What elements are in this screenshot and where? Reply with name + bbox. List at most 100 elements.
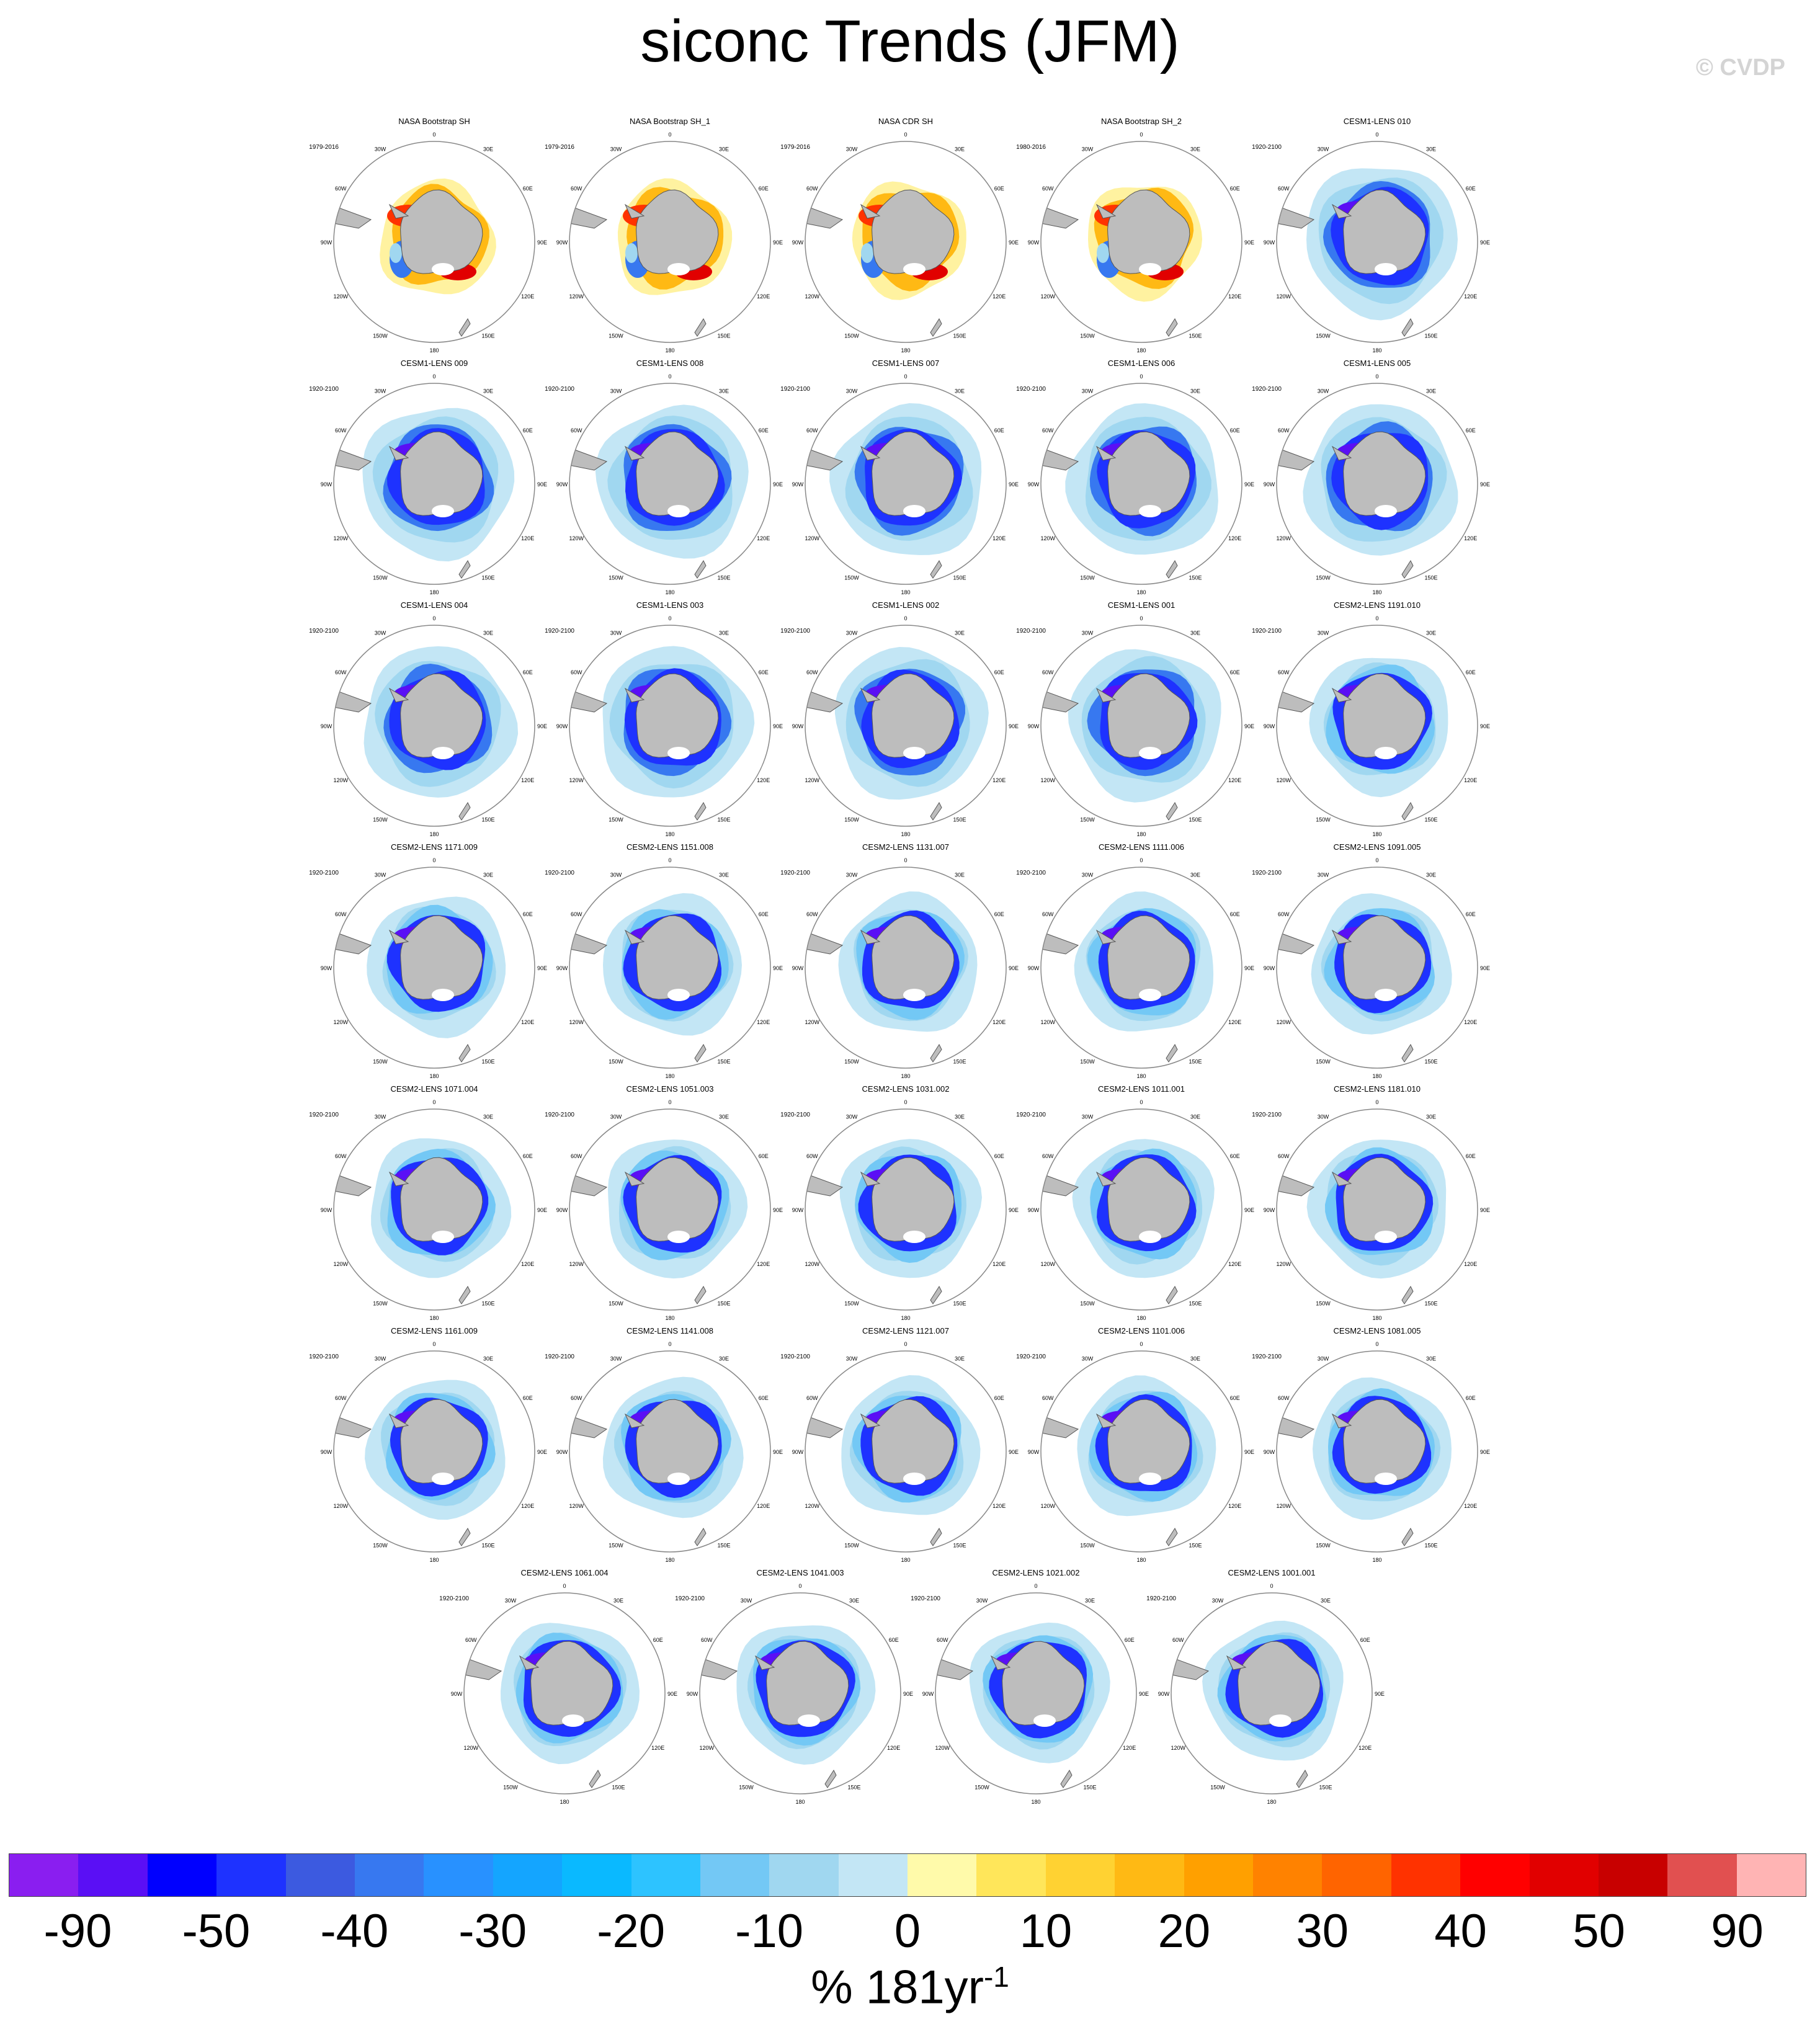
longitude-label: 150W [1316, 1059, 1331, 1065]
map-panel: NASA Bootstrap SH 1979-2016 0 30E 60E 90E 120E… [309, 117, 547, 354]
longitude-label: 90W [1264, 723, 1275, 729]
map-panel: CESM2-LENS 1191.010 1920-2100 0 30E 60E 90E 12… [1252, 600, 1490, 837]
colorbar-tick-label: 50 [1572, 1905, 1625, 1958]
longitude-label: 0 [1375, 373, 1378, 380]
longitude-label: 60W [1042, 427, 1054, 434]
panel-period: 1920-2100 [545, 870, 574, 876]
map-panel: CESM2-LENS 1011.001 1920-2100 0 30E 60E 90E 12… [1016, 1084, 1254, 1321]
antarctic-peninsula [388, 687, 409, 703]
longitude-label: 150W [609, 1301, 623, 1307]
longitude-label: 90E [537, 723, 547, 729]
longitude-label: 60E [1230, 427, 1240, 434]
colorbar-swatch [1667, 1854, 1737, 1896]
colorbar-swatch [631, 1854, 700, 1896]
antarctic-peninsula [1331, 687, 1352, 703]
map-boundary [1171, 1592, 1373, 1794]
trend-field [1277, 1377, 1452, 1546]
longitude-label: 60E [1466, 427, 1476, 434]
panel-title: CESM1-LENS 003 [636, 600, 703, 610]
trend-field [569, 1139, 748, 1304]
chart-title: siconc Trends (JFM) [640, 8, 1180, 74]
longitude-label: 180 [1136, 831, 1146, 837]
longitude-label: 180 [665, 831, 674, 837]
longitude-label: 150E [1189, 333, 1202, 339]
antarctic-peninsula [860, 687, 881, 703]
longitude-label: 150W [609, 575, 623, 581]
trend-field [1277, 1139, 1447, 1304]
longitude-label: 120W [700, 1745, 715, 1751]
longitude-label: 90W [1028, 1449, 1040, 1455]
longitude-label: 0 [798, 1583, 801, 1589]
longitude-label: 60W [806, 669, 818, 675]
longitude-label: 150E [717, 333, 730, 339]
longitude-label: 30E [483, 388, 493, 394]
longitude-label: 60W [1042, 1153, 1054, 1159]
new-zealand [458, 559, 471, 579]
longitude-label: 180 [665, 1073, 674, 1079]
map-boundary [1040, 867, 1242, 1069]
trend-field [569, 1376, 744, 1546]
longitude-label: 150W [1316, 817, 1331, 823]
panel-period: 1920-2100 [1252, 386, 1282, 393]
map-boundary [463, 1592, 666, 1794]
longitude-label: 90E [1244, 1449, 1254, 1455]
new-zealand [1401, 559, 1414, 579]
longitude-label: 180 [1136, 347, 1146, 354]
antarctica-land [1107, 1399, 1190, 1484]
south-america-tip [1277, 447, 1315, 471]
longitude-label: 30W [1318, 871, 1329, 878]
map-boundary [569, 867, 771, 1069]
longitude-label: 60W [335, 1153, 347, 1159]
longitude-label: 180 [1372, 1073, 1381, 1079]
panel-title: NASA CDR SH [878, 117, 933, 126]
ross-ice-shelf [1139, 1473, 1161, 1485]
longitude-label: 150E [1189, 1059, 1202, 1065]
panel-title: CESM1-LENS 008 [636, 359, 703, 368]
longitude-label: 90E [1244, 1207, 1254, 1213]
longitude-label: 60E [523, 427, 533, 434]
antarctica-land [1002, 1641, 1085, 1726]
panel-period: 1979-2016 [545, 144, 574, 151]
longitude-label: 120E [757, 1261, 770, 1267]
trend-field [464, 1623, 640, 1788]
ross-ice-shelf [903, 263, 926, 275]
map-boundary [805, 867, 1007, 1069]
south-america-tip [805, 1415, 844, 1438]
longitude-label: 150E [953, 333, 966, 339]
antarctic-peninsula [624, 1413, 645, 1429]
longitude-label: 150E [481, 575, 494, 581]
longitude-label: 90E [773, 1207, 783, 1213]
map-panel: CESM1-LENS 003 1920-2100 0 30E 60E 90E 120E 150… [545, 600, 783, 837]
trend-weak-negative [1097, 243, 1109, 263]
longitude-label: 30E [1426, 630, 1436, 636]
longitude-label: 150W [373, 1059, 388, 1065]
longitude-label: 30W [846, 146, 858, 152]
longitude-label: 0 [1375, 1099, 1378, 1105]
longitude-label: 30E [1426, 388, 1436, 394]
longitude-label: 60E [1360, 1637, 1370, 1643]
longitude-label: 90E [1244, 481, 1254, 488]
longitude-label: 60E [994, 669, 1004, 675]
panel-period: 1920-2100 [1016, 1353, 1046, 1360]
map-panel: CESM2-LENS 1121.007 1920-2100 0 30E 60E 90E 12… [780, 1326, 1019, 1563]
longitude-label: 120E [993, 1019, 1006, 1025]
map-boundary [569, 1108, 771, 1311]
map-panel: CESM1-LENS 005 1920-2100 0 30E 60E 90E 120E 150… [1252, 359, 1490, 595]
antarctica-land [872, 189, 955, 274]
colorbar-units: % 181yr-1 [0, 1960, 1820, 2014]
ross-ice-shelf [1375, 263, 1397, 275]
panel-period: 1920-2100 [1016, 1112, 1046, 1118]
longitude-label: 60W [1278, 427, 1290, 434]
map-boundary [333, 1350, 535, 1553]
panel-title: CESM2-LENS 1051.003 [627, 1084, 714, 1094]
map-boundary [569, 1350, 771, 1553]
trend-field [1041, 403, 1218, 579]
longitude-label: 30W [1082, 1355, 1094, 1362]
longitude-label: 0 [1140, 131, 1143, 138]
colorbar-tick-label: -50 [182, 1905, 251, 1958]
antarctic-peninsula [860, 445, 881, 461]
antarctica-land [1343, 431, 1426, 516]
south-america-tip [805, 447, 844, 471]
south-america-tip [464, 1657, 502, 1680]
longitude-label: 0 [904, 1341, 907, 1347]
